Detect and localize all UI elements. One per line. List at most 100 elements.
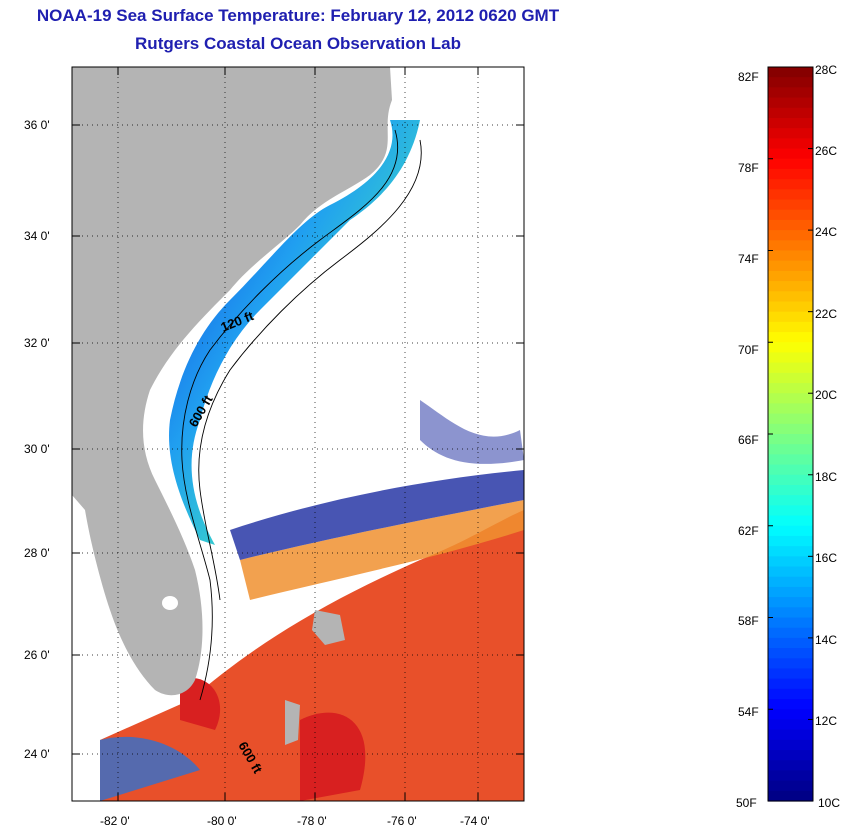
colorbar-step — [768, 301, 813, 313]
colorbar-c-label: 10C — [818, 796, 841, 810]
lat-label: 30 0' — [24, 442, 50, 456]
hot-patch-2 — [180, 678, 221, 730]
colorbar-step — [768, 505, 813, 517]
colorbar-step — [768, 586, 813, 598]
gridlines — [72, 67, 524, 801]
colorbar-step — [768, 230, 813, 241]
lat-label: 32 0' — [24, 336, 50, 350]
contour-600ft — [198, 139, 422, 601]
colorbar-step — [768, 709, 813, 721]
colorbar-step — [768, 383, 813, 394]
colorbar-step — [768, 637, 813, 649]
colorbar-step — [768, 423, 813, 435]
colorbar-step — [768, 444, 813, 455]
colorbar-c-label: 12C — [815, 714, 838, 728]
colorbar-step — [768, 87, 813, 99]
colorbar-step — [768, 372, 813, 384]
lon-label: -82 0' — [100, 814, 130, 828]
lon-label: -80 0' — [207, 814, 237, 828]
colorbar-f-label: 66F — [738, 433, 759, 447]
colorbar-step — [768, 291, 813, 303]
colorbar-step — [768, 454, 813, 466]
colorbar-f-label: 50F — [736, 796, 757, 810]
colorbar-step — [768, 260, 813, 272]
colorbar-c-label: 16C — [815, 551, 838, 565]
bahamas-island-2 — [285, 700, 300, 745]
colorbar-f-label: 74F — [738, 252, 759, 266]
colorbar-step — [768, 67, 813, 78]
axis-ticks — [72, 67, 524, 801]
colorbar-f-label: 78F — [738, 161, 759, 175]
colorbar-c-label: 22C — [815, 307, 838, 321]
colorbar-step — [768, 209, 813, 221]
colorbar-step — [768, 403, 813, 415]
colorbar-f-label: 58F — [738, 614, 759, 628]
colorbar-step — [768, 678, 813, 690]
map-title: NOAA-19 Sea Surface Temperature: Februar… — [36, 6, 560, 25]
colorbar-step — [768, 189, 813, 201]
colorbar-step — [768, 117, 813, 129]
colorbar-step — [768, 413, 813, 425]
colorbar-step — [768, 342, 813, 354]
lat-label: 28 0' — [24, 546, 50, 560]
bahamas-island — [312, 610, 345, 645]
colorbar-step — [768, 760, 813, 772]
colorbar-step — [768, 688, 813, 700]
colorbar-step — [768, 362, 813, 374]
colorbar-step — [768, 281, 813, 292]
colorbar-c-label: 18C — [815, 470, 838, 484]
colorbar-step — [768, 617, 813, 629]
colorbar-step — [768, 352, 813, 364]
colorbar-c-label: 20C — [815, 388, 838, 402]
colorbar-f-label: 82F — [738, 70, 759, 84]
cold-front-band — [230, 470, 524, 560]
colorbar-step — [768, 240, 813, 252]
colorbar-step — [768, 393, 813, 405]
colorbar-step — [768, 699, 813, 710]
colorbar-step — [768, 148, 813, 160]
colorbar-step — [768, 97, 813, 109]
scattered-cold — [420, 400, 524, 464]
colorbar-step — [768, 270, 813, 282]
colorbar-f-label: 54F — [738, 705, 759, 719]
colorbar-step — [768, 607, 813, 619]
hot-patch — [300, 712, 366, 801]
colorbar-step — [768, 179, 813, 190]
colorbar-step — [768, 128, 813, 139]
colorbar-step — [768, 729, 813, 741]
lon-label: -74 0' — [460, 814, 490, 828]
colorbar-step — [768, 158, 813, 170]
colorbar-step — [768, 107, 813, 119]
colorbar-step — [768, 668, 813, 680]
lat-label: 34 0' — [24, 229, 50, 243]
colorbar-step — [768, 515, 813, 527]
coastal-cold-band — [169, 120, 420, 545]
colorbar-step — [768, 790, 813, 802]
colorbar-step — [768, 648, 813, 659]
lat-label: 36 0' — [24, 118, 50, 132]
colorbar-c-label: 28C — [815, 63, 838, 77]
colorbar-step — [768, 780, 813, 792]
lake — [162, 596, 178, 610]
colorbar-step — [768, 311, 813, 323]
lat-label: 24 0' — [24, 747, 50, 761]
colorbar-step — [768, 77, 813, 88]
colorbar-c-label: 14C — [815, 633, 838, 647]
colorbar-step — [768, 321, 813, 333]
colorbar-step — [768, 484, 813, 496]
colorbar-step — [768, 658, 813, 670]
colorbar-step — [768, 739, 813, 751]
colorbar-step — [768, 750, 813, 761]
colorbar-c-label: 26C — [815, 144, 838, 158]
lat-label: 26 0' — [24, 648, 50, 662]
colorbar-step — [768, 556, 813, 568]
colorbar-step — [768, 332, 813, 343]
colorbar-step — [768, 627, 813, 639]
colorbar-step — [768, 535, 813, 547]
contour-120ft — [181, 129, 399, 701]
colorbar-step — [768, 138, 813, 150]
colorbar-c-label: 24C — [815, 225, 838, 239]
mixed-patch — [100, 736, 200, 801]
colorbar-f-label: 62F — [738, 524, 759, 538]
